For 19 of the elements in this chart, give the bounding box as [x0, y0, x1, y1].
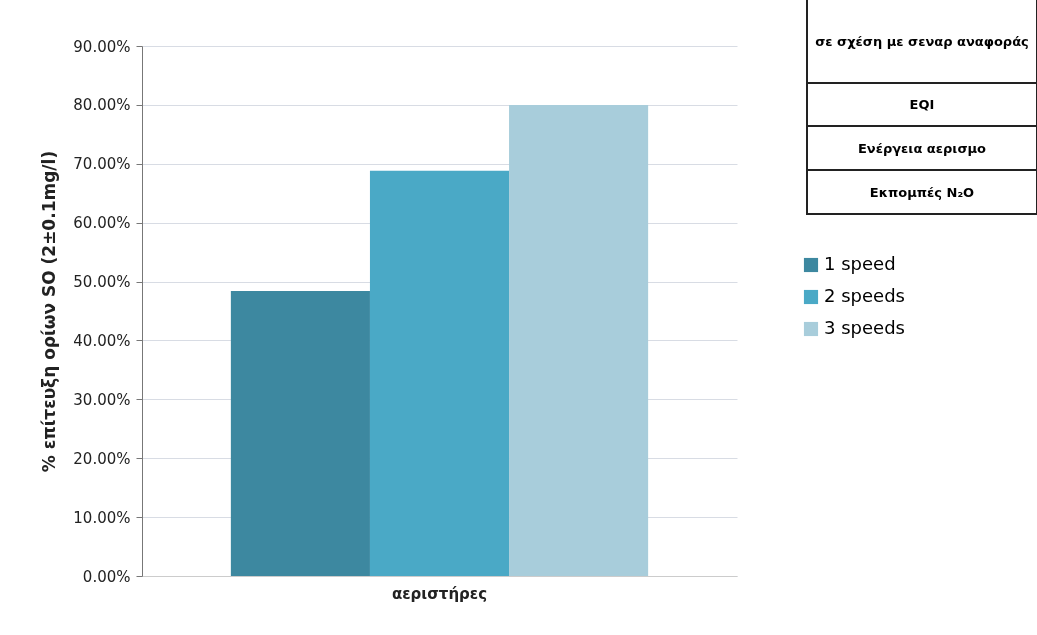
bar [230, 290, 370, 576]
legend-label: 2 speeds [824, 285, 905, 306]
y-tick-label: 70.00% [73, 155, 131, 174]
y-tick-label: 20.00% [73, 449, 131, 468]
x-tick-label: αεριστήρες [391, 584, 488, 603]
legend-label: 3 speeds [824, 317, 905, 338]
y-tick-label: 50.00% [73, 273, 131, 292]
y-tick-label: 40.00% [73, 331, 131, 350]
y-axis-title: % επίτευξη ορίων SO (2±0.1mg/l) [39, 150, 60, 473]
table: σε σχέση με σεναρ αναφοράς EQI Ενέργεια αερισμο Εκπομπές N₂O [806, 0, 1037, 215]
y-tick-label: 80.00% [73, 96, 131, 115]
y-tick-label: 90.00% [73, 37, 131, 56]
legend-label: 1 speed [824, 253, 896, 274]
y-tick-label: 60.00% [73, 214, 131, 233]
y-tick-label: 30.00% [73, 390, 131, 409]
bar [509, 104, 649, 576]
y-tick-label: 10.00% [73, 508, 131, 527]
bar [369, 170, 510, 576]
y-tick-label: 0.00% [82, 567, 131, 586]
